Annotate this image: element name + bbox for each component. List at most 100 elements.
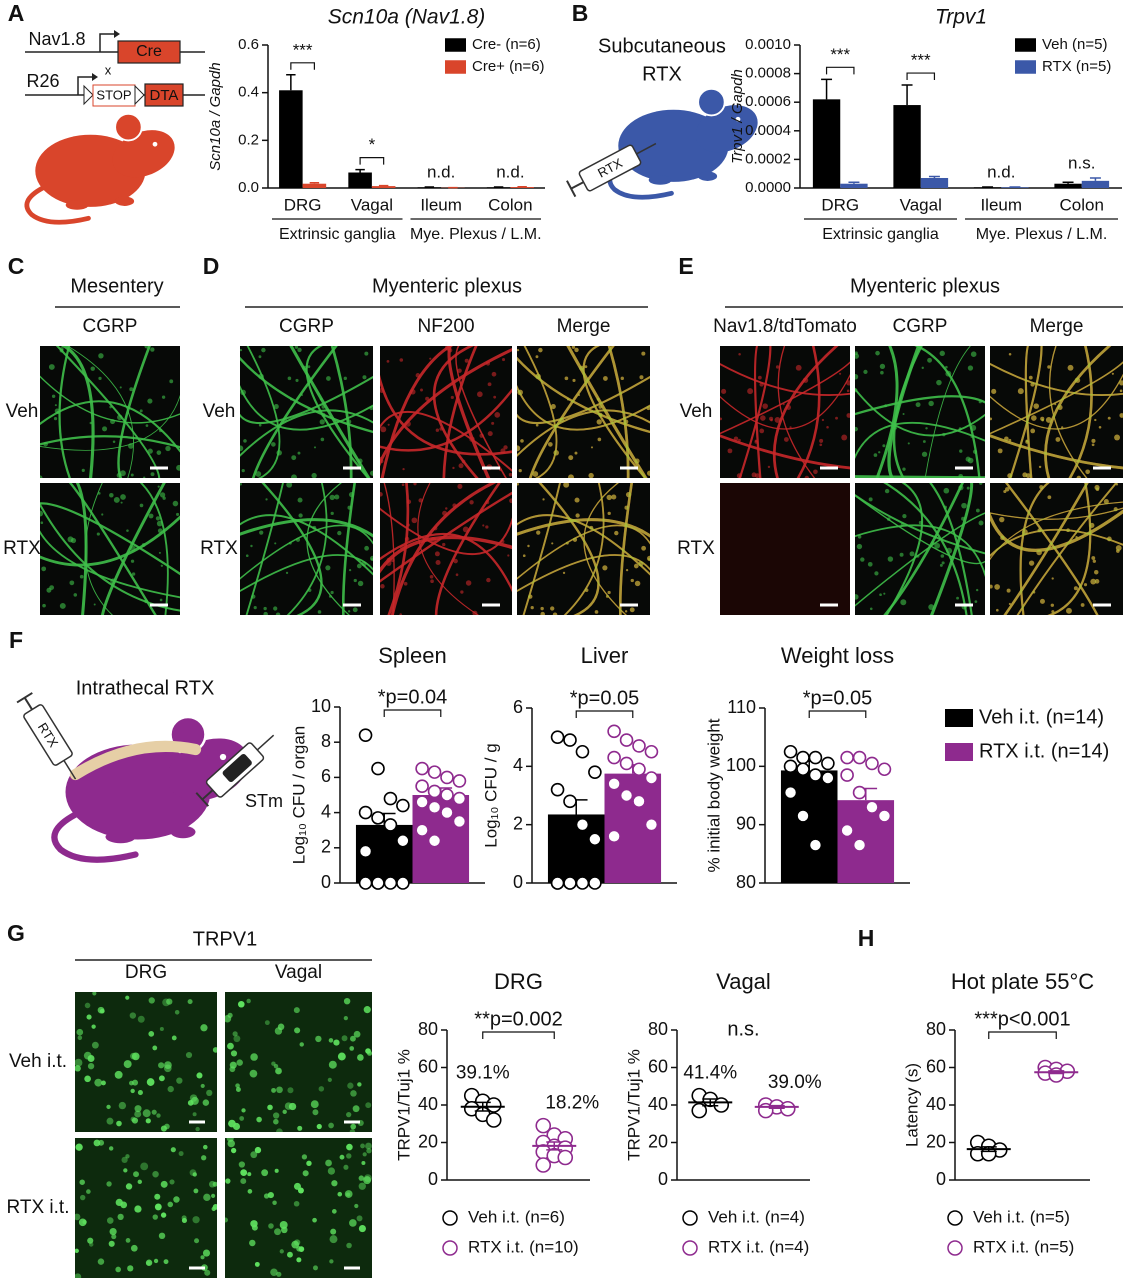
ganglion-dot [90, 366, 95, 371]
ganglion-dot [942, 432, 946, 437]
data-point [852, 785, 867, 800]
legend-label: RTX i.t. (n=14) [979, 740, 1109, 762]
ganglion-dot [900, 522, 905, 526]
ganglion-dot [1076, 475, 1082, 478]
y-tick-label: 80 [926, 1019, 946, 1039]
mouse-eye [152, 141, 158, 147]
cell [160, 1180, 168, 1188]
data-point [452, 791, 467, 806]
ganglion-dot [1045, 416, 1052, 423]
cell [154, 1203, 162, 1211]
cell [79, 1194, 86, 1201]
y-tick-label: 0.0006 [745, 93, 791, 110]
fiber [75, 483, 88, 615]
fiber [432, 346, 479, 478]
mean-label: 39.1% [456, 1063, 510, 1084]
cell [233, 1035, 241, 1043]
mouse-eye [735, 116, 741, 122]
fiber [240, 384, 373, 431]
ganglion-dot [139, 503, 144, 508]
ganglion-dot [320, 437, 325, 442]
ganglion-dot [880, 370, 884, 375]
ganglion-dot [288, 541, 292, 545]
fiber [892, 346, 923, 478]
y-tick-label: 6 [513, 697, 523, 717]
promoter-arrow [77, 76, 92, 95]
ganglion-dot [460, 590, 464, 594]
legend-swatch [947, 1240, 963, 1256]
ganglion-dot [253, 606, 257, 610]
ganglion-dot [1114, 434, 1121, 441]
ganglion-dot [879, 363, 886, 370]
cell [106, 1217, 114, 1224]
annotation: *** [911, 51, 931, 70]
micrograph [517, 346, 650, 478]
column-label: Merge [1030, 316, 1084, 337]
cell [363, 1174, 372, 1183]
mean-label: 18.2% [545, 1093, 599, 1114]
cell [185, 1051, 193, 1059]
ganglion-dot [364, 351, 369, 356]
x-tick-label: DRG [284, 195, 322, 214]
cell [346, 1242, 352, 1249]
mean-label: 39.0% [768, 1072, 822, 1093]
ganglion-dot [532, 471, 539, 477]
fiber [1044, 346, 1112, 478]
data-point [383, 876, 398, 890]
ganglion-dot [855, 373, 859, 380]
ganglion-dot [1103, 498, 1109, 505]
ganglion-dot [369, 406, 373, 411]
ganglion-dot [882, 444, 886, 448]
cell [329, 1259, 334, 1264]
column-label: NF200 [417, 316, 474, 337]
fiber [390, 483, 497, 615]
cell [358, 1182, 366, 1190]
legend-swatch [682, 1210, 698, 1226]
group-label: Extrinsic ganglia [822, 226, 939, 243]
error-bar [546, 1141, 563, 1151]
column-label: CGRP [279, 316, 334, 337]
fiber [990, 509, 1123, 552]
data-point [396, 876, 410, 890]
ganglion-dot [453, 558, 458, 564]
cell [267, 1104, 273, 1111]
cell [358, 1175, 365, 1181]
cell [87, 1055, 95, 1062]
ganglion-dot [1066, 528, 1070, 533]
data-point [535, 1117, 552, 1134]
fiber [618, 483, 634, 615]
fiber [40, 530, 180, 599]
y-tick-label: 4 [513, 755, 523, 775]
ganglion-dot [1092, 559, 1096, 563]
data-point [396, 798, 410, 813]
fiber [772, 346, 839, 478]
cell [327, 1167, 336, 1175]
y-axis-label: Trpv1 / Gapdh [729, 69, 746, 164]
cell [137, 1089, 143, 1096]
ganglion-dot [352, 607, 358, 613]
ganglion-dot [1054, 403, 1057, 406]
cell [134, 1205, 142, 1213]
ganglion-dot [493, 395, 497, 399]
data-point [550, 876, 565, 890]
ganglion-dot [402, 467, 405, 471]
column-label: CGRP [83, 316, 138, 337]
x-tick-label: Ileum [420, 195, 462, 214]
cell [312, 1265, 318, 1271]
ganglion-dot [760, 415, 766, 421]
y-tick-label: 0.0002 [745, 150, 791, 167]
fiber [517, 514, 650, 576]
cell [275, 1067, 282, 1075]
cell [249, 1239, 256, 1247]
cell [93, 1139, 101, 1147]
data-point [588, 876, 602, 890]
ganglion-dot [110, 578, 116, 585]
cell [204, 1269, 211, 1276]
ganglion-dot [156, 520, 163, 527]
y-tick-label: 60 [926, 1056, 946, 1076]
ganglion-dot [540, 611, 545, 615]
fiber [55, 346, 161, 478]
cell [333, 1039, 340, 1046]
ganglion-dot [337, 530, 342, 536]
y-tick-label: 0 [321, 872, 331, 892]
